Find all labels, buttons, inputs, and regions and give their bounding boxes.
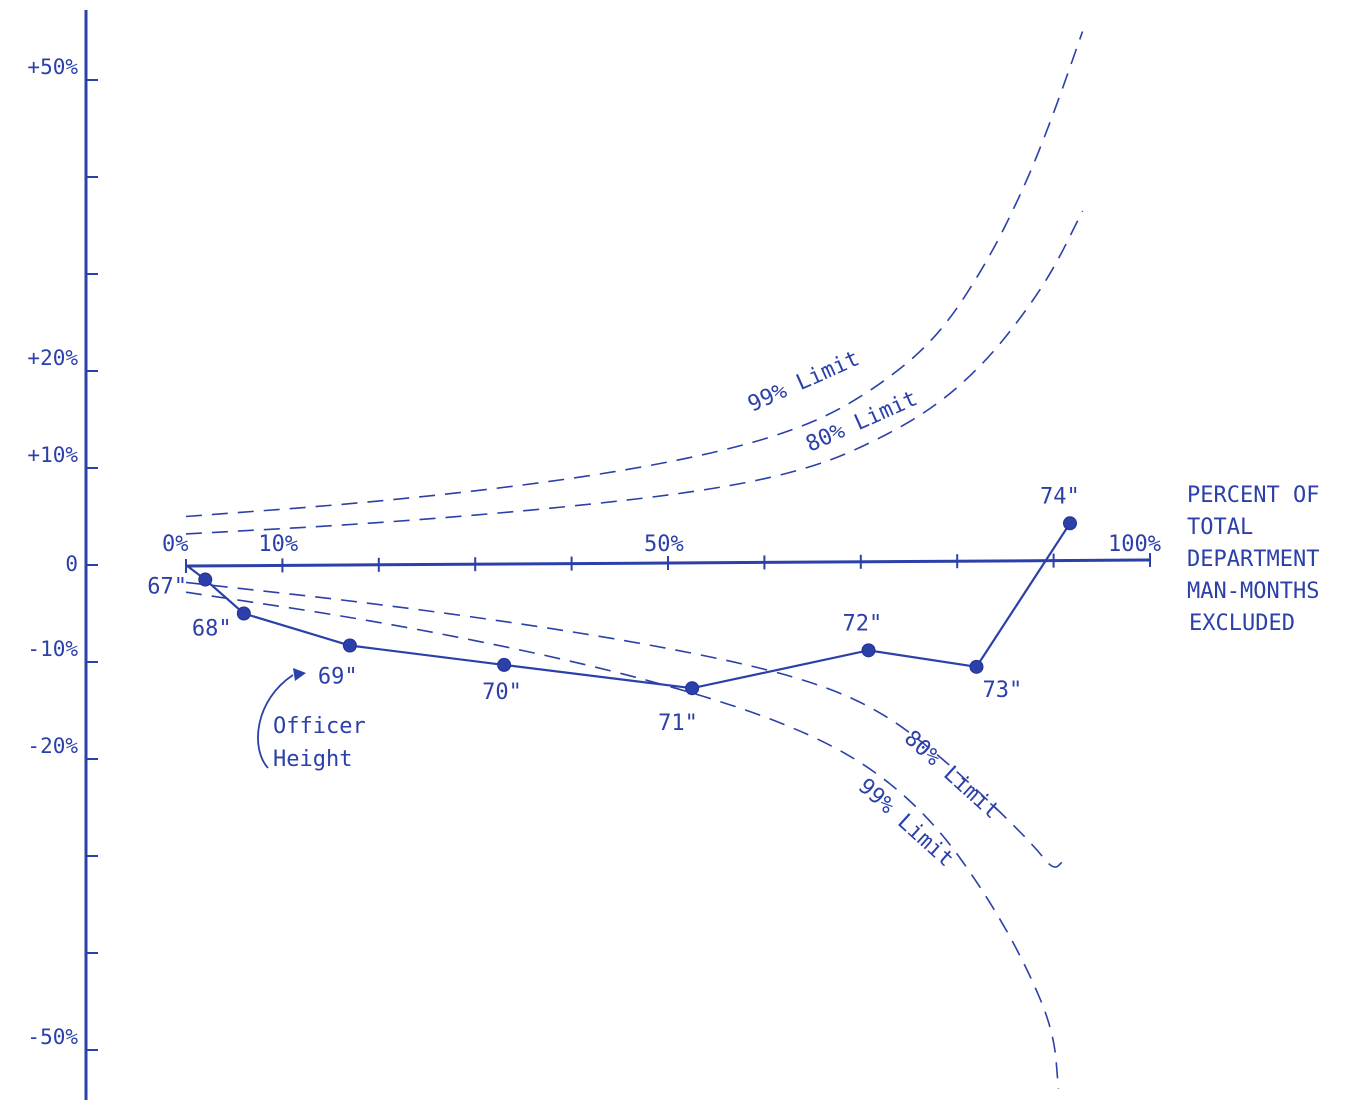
y-tick-label: 0 (65, 552, 78, 576)
data-point (685, 681, 700, 696)
data-point-label: 68" (192, 617, 232, 642)
axes (84, 10, 1151, 1100)
data-point-label: 71" (658, 711, 698, 736)
limit-label-upper-99: 99% Limit (744, 346, 863, 417)
data-point (1062, 516, 1077, 531)
x-axis-title-line: DEPARTMENT (1187, 547, 1319, 572)
limit-label-lower-80: 80% Limit (899, 726, 1004, 824)
y-axis-ticks: +50% +20% +10% 0 -10% -20% -50% (27, 55, 98, 1051)
series-annotation-line: Height (273, 747, 352, 772)
limit-curve-lower-2 (185, 581, 1064, 868)
x-tick-label: 0% (162, 532, 189, 557)
x-tick-label: 10% (258, 532, 298, 557)
annotation-arrow (257, 674, 294, 769)
x-tick-label: 100% (1108, 532, 1161, 557)
x-axis-title-line: TOTAL (1187, 515, 1253, 540)
confidence-limits (185, 31, 1084, 1089)
series-officer-height: 67"68" 69" 70" 71" 72" 73" 74" (147, 484, 1079, 736)
y-tick-label: +10% (27, 443, 78, 467)
data-point-label: 67" (147, 575, 187, 600)
data-point (342, 638, 357, 653)
y-tick-label: +50% (27, 55, 78, 79)
data-point (861, 643, 876, 658)
series-annotation-label: Officer Height (273, 714, 379, 772)
limit-curve-upper-0 (185, 31, 1084, 518)
y-tick-label: -20% (27, 734, 78, 758)
data-point (198, 572, 213, 587)
limit-curve-lower-3 (185, 591, 1060, 1089)
annotation-arrowhead (293, 668, 306, 681)
series-annotation-line: Officer (273, 714, 366, 739)
y-tick-label: -10% (27, 637, 78, 661)
x-axis-title-line: MAN-MONTHS (1187, 579, 1319, 604)
limit-label-lower-99: 99% Limit (853, 774, 958, 872)
data-point (236, 606, 251, 621)
limit-curve-upper-1 (185, 210, 1084, 535)
data-point (969, 659, 984, 674)
x-axis-title-line: PERCENT OF (1187, 483, 1319, 508)
x-axis-title-line: EXCLUDED (1189, 611, 1295, 636)
data-point-label: 70" (482, 680, 522, 705)
series-line (185, 522, 1071, 690)
x-axis-ticks: 0% 10% 50% 100% (162, 532, 1161, 573)
y-tick-label: +20% (27, 346, 78, 370)
x-tick-label: 50% (644, 532, 684, 557)
data-point-label: 74" (1040, 484, 1080, 509)
data-point-label: 73" (982, 678, 1022, 703)
data-point-label: 69" (318, 665, 358, 690)
data-point-label: 72" (843, 611, 883, 636)
data-point (497, 657, 512, 672)
x-axis-title: PERCENT OF TOTAL DEPARTMENT MAN-MONTHS E… (1187, 483, 1333, 636)
y-tick-label: -50% (27, 1025, 78, 1049)
